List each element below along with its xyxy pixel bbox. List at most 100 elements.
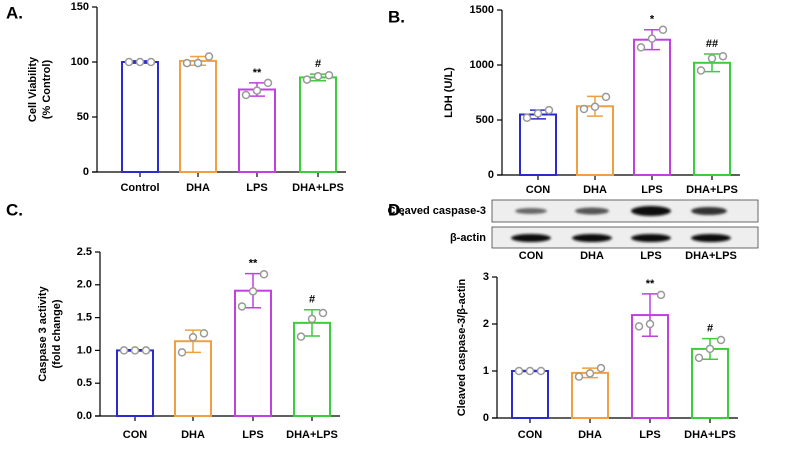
y-tick-label: 2.5 (77, 246, 92, 258)
blot-row-label: Cleaved caspase-3 (388, 205, 486, 217)
data-point (193, 58, 203, 68)
blot-strip (491, 226, 759, 249)
significance-label: # (309, 294, 315, 306)
y-tick-label: 0 (483, 412, 489, 424)
data-point (199, 329, 209, 338)
x-tick-label: CON (526, 184, 551, 196)
data-point (237, 302, 247, 311)
data-point (263, 78, 273, 88)
data-point (119, 346, 129, 355)
bar (238, 88, 276, 173)
data-point (601, 92, 611, 102)
data-point (514, 366, 524, 376)
x-tick-label: LPS (641, 184, 662, 196)
x-tick-label: DHA+LPS (686, 184, 738, 196)
x-tick-label: DHA (583, 184, 607, 196)
data-point (533, 109, 543, 118)
data-point (694, 353, 704, 363)
significance-label: ** (249, 258, 258, 270)
y-tick-label: 2 (483, 318, 489, 330)
y-tick-label: 1500 (470, 4, 494, 16)
y-axis-label: (fold change) (51, 299, 63, 368)
blot-lane-label: DHA+LPS (685, 250, 737, 262)
y-tick-label: 1.5 (77, 312, 92, 324)
y-tick-label: 150 (71, 1, 89, 13)
panel-label: A. (6, 3, 23, 22)
y-tick-label: 0 (488, 169, 494, 181)
data-point (141, 346, 151, 355)
panel-label: D. (388, 200, 405, 219)
data-point (324, 70, 334, 80)
significance-label: * (650, 14, 655, 26)
y-tick-label: 3 (483, 271, 489, 283)
data-point (252, 86, 262, 95)
panel-label: B. (388, 7, 405, 26)
y-axis-label: LDH (U/L) (443, 67, 455, 118)
x-tick-label: LPS (246, 182, 267, 194)
data-point (525, 366, 535, 376)
y-tick-label: 0 (83, 166, 89, 178)
data-point (574, 372, 584, 381)
bar (511, 370, 549, 419)
bar (179, 59, 217, 173)
significance-label: # (707, 322, 713, 334)
data-point (579, 104, 589, 114)
data-point (130, 346, 140, 355)
y-tick-label: 0.5 (77, 377, 92, 389)
data-point (634, 322, 644, 331)
data-point (313, 72, 323, 81)
blot-lane-label: CON (519, 250, 544, 262)
y-tick-label: 0.0 (77, 410, 92, 422)
x-tick-label: DHA (181, 429, 205, 441)
blot-lane-label: DHA (580, 250, 604, 262)
data-point (296, 332, 306, 341)
bar (116, 349, 154, 417)
significance-label: ## (706, 38, 718, 50)
bands (511, 206, 731, 242)
panel-label: C. (6, 200, 23, 219)
y-tick-label: 2.0 (77, 279, 92, 291)
bar (633, 38, 671, 177)
data-point (248, 287, 258, 296)
x-tick-label: DHA (578, 429, 602, 441)
y-axis-label: Caspase 3 activity (37, 285, 49, 381)
data-point (259, 270, 269, 279)
data-point (636, 43, 646, 52)
blot-lane-label: LPS (640, 250, 661, 262)
y-axis-label: Cleaved caspase-3/β-actin (456, 278, 468, 416)
bar (693, 61, 731, 176)
data-point (302, 75, 312, 84)
significance-label: ** (646, 278, 655, 290)
data-point (182, 58, 192, 68)
significance-label: ** (253, 67, 262, 79)
y-axis-label: Cell Viability (27, 56, 39, 122)
x-tick-label: DHA (186, 182, 210, 194)
significance-label: # (315, 58, 321, 70)
bar (299, 76, 337, 173)
y-axis-label: (% Control) (41, 60, 53, 120)
data-point (124, 57, 134, 67)
data-point (645, 319, 655, 329)
x-tick-label: DHA+LPS (286, 429, 338, 441)
data-point (585, 369, 595, 378)
y-tick-label: 1000 (470, 59, 494, 71)
data-point (696, 66, 706, 75)
blot (491, 199, 759, 249)
bar (121, 61, 159, 173)
data-point (590, 102, 600, 112)
x-tick-label: Control (120, 182, 159, 194)
data-point (718, 51, 728, 61)
y-tick-label: 1 (483, 365, 489, 377)
y-tick-label: 500 (476, 114, 494, 126)
x-tick-label: LPS (242, 429, 263, 441)
data-point (647, 34, 657, 43)
y-tick-label: 50 (77, 111, 89, 123)
data-point (135, 57, 145, 67)
x-tick-label: CON (123, 429, 148, 441)
data-point (204, 52, 214, 61)
data-point (596, 363, 606, 373)
data-point (188, 333, 198, 342)
bar (519, 113, 557, 176)
error-bar (642, 293, 658, 337)
